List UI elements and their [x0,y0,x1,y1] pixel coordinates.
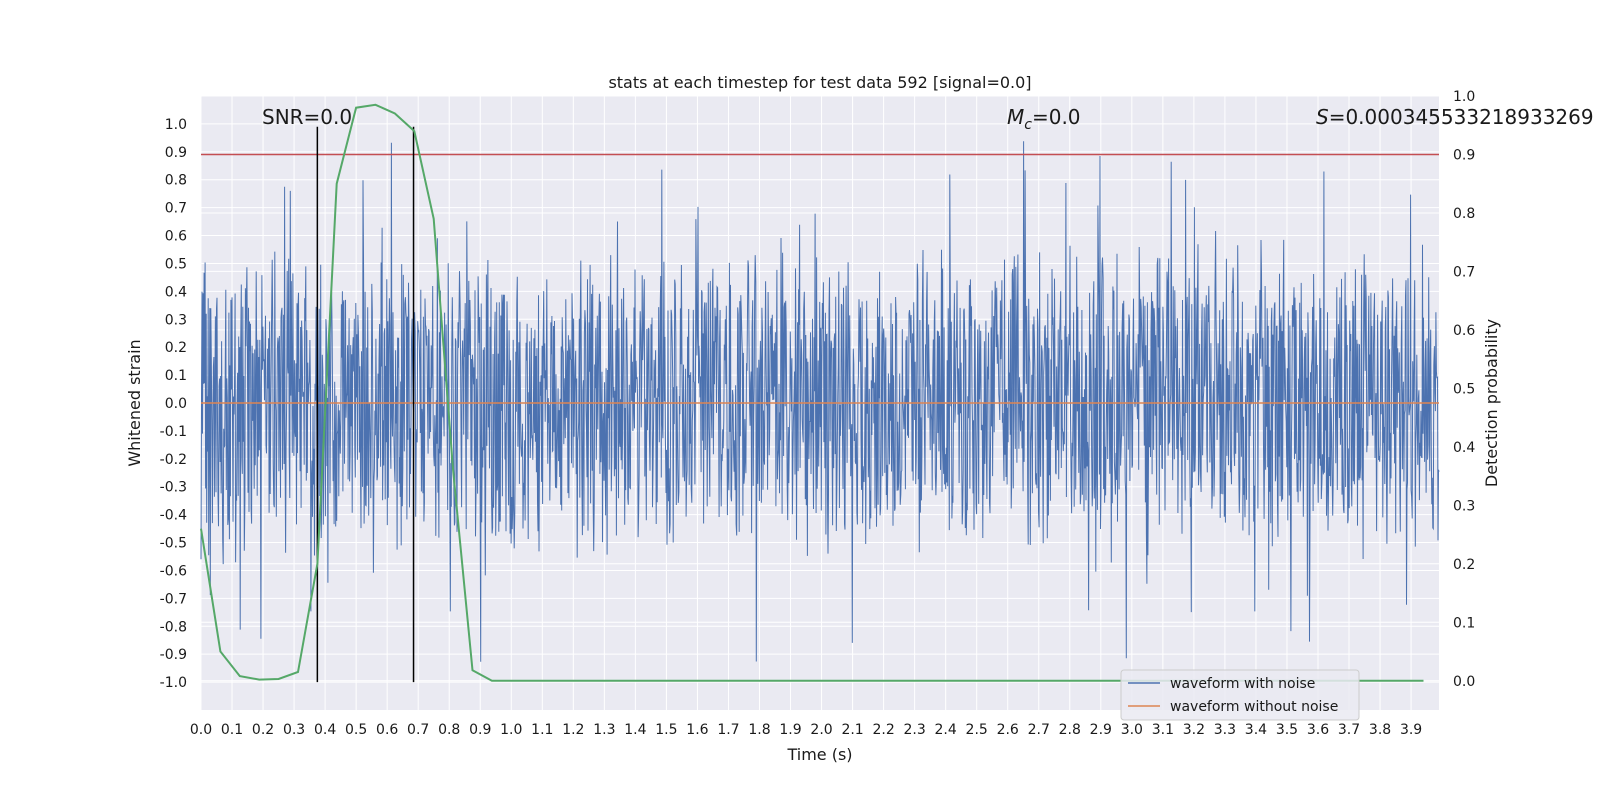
chart-title: stats at each timestep for test data 592… [608,73,1031,92]
waveform-with-noise-line [200,141,1440,662]
x-tick-label: 3.5 [1276,722,1298,738]
y2-tick-label: 0.5 [1453,381,1475,397]
x-tick-label: 3.1 [1152,722,1174,738]
y2-tick-label: 0.8 [1453,206,1475,222]
mc-value: =0.0 [1032,105,1081,129]
y-tick-label: 0.1 [165,368,187,384]
x-tick-label: 3.8 [1369,722,1391,738]
x-tick-label: 2.7 [1028,722,1050,738]
snr-annotation: SNR=0.0 [262,105,352,129]
y-tick-label: 0.0 [165,396,187,412]
y2-tick-labels: 1.0 0.9 0.8 0.7 0.6 0.5 0.4 0.3 0.2 0.1 0.0 [1453,89,1475,690]
legend: waveform with noise waveform without noi… [1120,669,1360,721]
x-tick-label: 3.9 [1400,722,1422,738]
y2-tick-label: 0.4 [1453,440,1475,456]
y-tick-label: -0.6 [160,563,187,579]
x-tick-label: 1.8 [748,722,770,738]
y-tick-label: 0.5 [165,256,187,272]
y-tick-label: -0.2 [160,452,187,468]
y2-tick-label: 0.7 [1453,264,1475,280]
x-tick-label: 0.4 [314,722,336,738]
x-tick-label: 0.8 [438,722,460,738]
x-tick-label: 0.5 [345,722,367,738]
s-annotation: S=0.000345533218933269 [1316,105,1594,129]
marker-lines [316,126,415,683]
y2-axis-label: Detection probability [1482,319,1501,487]
detection-probability-line [200,103,1424,682]
y-tick-label: -1.0 [160,675,187,691]
mc-subscript: c [1024,117,1032,133]
s-value: =0.000345533218933269 [1329,105,1594,129]
x-tick-labels: 0.0 0.1 0.2 0.3 0.4 0.5 0.6 0.7 0.8 0.9 1.0 1.1 1.2 1… [190,722,1422,738]
y-tick-label: 1.0 [165,117,187,133]
x-tick-label: 1.5 [655,722,677,738]
x-tick-label: 2.0 [810,722,832,738]
y2-tick-label: 0.9 [1453,147,1475,163]
x-tick-label: 2.3 [904,722,926,738]
y-tick-label: 0.8 [165,173,187,189]
x-tick-label: 1.3 [593,722,615,738]
x-tick-label: 1.9 [779,722,801,738]
x-tick-label: 0.2 [252,722,274,738]
x-tick-label: 2.2 [872,722,894,738]
x-tick-label: 1.1 [531,722,553,738]
y-tick-label: 0.3 [165,312,187,328]
legend-box [1120,669,1360,721]
y-tick-label: 0.6 [165,229,187,245]
y2-tick-label: 0.0 [1453,674,1475,690]
x-tick-label: 3.2 [1183,722,1205,738]
legend-label-noise: waveform with noise [1170,676,1315,692]
x-tick-label: 2.6 [997,722,1019,738]
y-tick-label: 0.7 [165,201,187,217]
legend-label-clean: waveform without noise [1170,699,1338,715]
x-tick-label: 2.4 [935,722,957,738]
y-tick-label: 0.2 [165,340,187,356]
y-tick-label: -0.8 [160,619,187,635]
x-tick-label: 3.4 [1245,722,1267,738]
y-tick-labels: 1.0 0.9 0.8 0.7 0.6 0.5 0.4 0.3 0.2 0.1 0.0 -0.1 -0.… [160,117,187,691]
x-tick-label: 3.0 [1121,722,1143,738]
y-tick-label: -0.1 [160,424,187,440]
y2-tick-label: 1.0 [1453,89,1475,105]
x-axis-label: Time (s) [786,745,852,764]
y-tick-label: -0.4 [160,508,187,524]
y-tick-label: -0.5 [160,536,187,552]
x-tick-label: 0.0 [190,722,212,738]
x-tick-label: 2.1 [841,722,863,738]
x-tick-label: 3.7 [1338,722,1360,738]
y2-tick-label: 0.6 [1453,323,1475,339]
x-tick-label: 0.6 [376,722,398,738]
x-tick-label: 1.2 [562,722,584,738]
x-tick-label: 3.3 [1214,722,1236,738]
x-tick-label: 0.3 [283,722,305,738]
chirp-mass-annotation: Mc=0.0 [1007,105,1081,133]
x-tick-label: 0.1 [221,722,243,738]
y2-tick-label: 0.1 [1453,615,1475,631]
x-tick-label: 2.5 [966,722,988,738]
y-tick-label: -0.7 [160,591,187,607]
s-symbol: S [1316,105,1329,129]
y2-tick-label: 0.3 [1453,498,1475,514]
x-tick-label: 1.7 [717,722,739,738]
x-tick-label: 0.9 [469,722,491,738]
x-tick-label: 0.7 [407,722,429,738]
y-tick-label: -0.9 [160,647,187,663]
x-tick-label: 1.0 [500,722,522,738]
x-tick-label: 1.4 [624,722,646,738]
y-tick-label: 0.9 [165,145,187,161]
x-tick-label: 1.6 [686,722,708,738]
y-axis-label: Whitened strain [125,339,144,466]
x-tick-label: 2.8 [1059,722,1081,738]
mc-symbol: M [1007,105,1024,129]
y-tick-label: -0.3 [160,480,187,496]
x-tick-label: 2.9 [1090,722,1112,738]
y-tick-label: 0.4 [165,284,187,300]
x-tick-label: 3.6 [1307,722,1329,738]
y2-tick-label: 0.2 [1453,557,1475,573]
